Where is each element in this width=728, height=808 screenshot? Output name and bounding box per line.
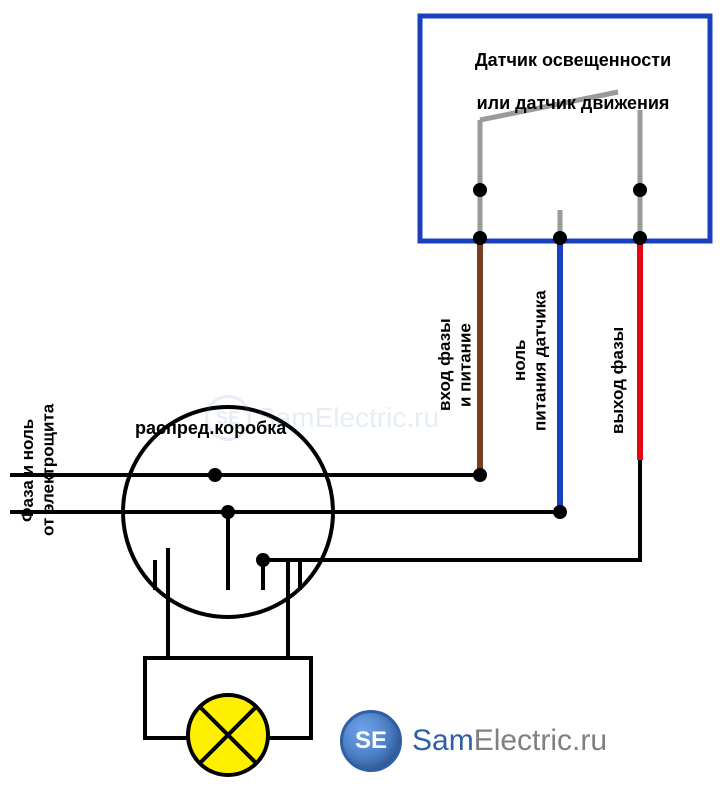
sensor-title: Датчик освещенности или датчик движения — [448, 28, 688, 114]
label-junction-box: распред.коробка — [125, 396, 286, 439]
label-supply: Фаза и нольот электрощита — [18, 385, 59, 555]
footer-logo-text: SamElectric.ru — [412, 724, 607, 758]
label-blue: нольпитания датчика — [510, 268, 551, 453]
footer-logo: SE SamElectric.ru — [340, 710, 607, 772]
footer-logo-circle: SE — [340, 710, 402, 772]
label-red: выход фазы — [608, 310, 628, 450]
label-brown: вход фазыи питание — [435, 280, 476, 450]
black-wires — [10, 460, 640, 660]
